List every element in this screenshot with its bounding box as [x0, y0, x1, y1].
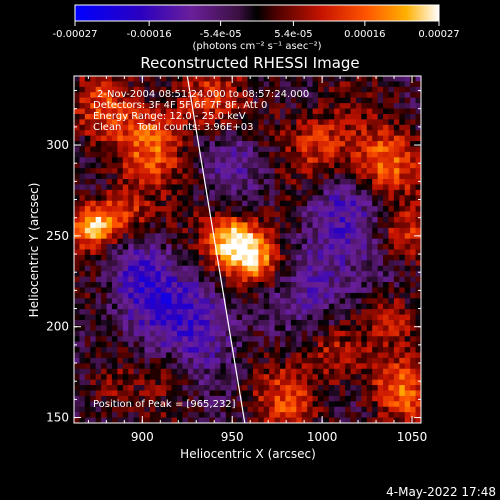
plot-frame: [73, 75, 422, 424]
colorbar-tick-label: -5.4e-05: [200, 29, 242, 40]
colorbar-tick-label: 5.4e-05: [274, 29, 312, 40]
info-line-time: 2-Nov-2004 08:51:24.000 to 08:57:24.000: [97, 89, 309, 100]
y-tick-label: 200: [46, 320, 69, 334]
colorbar-unit-label: (photons cm⁻² s⁻¹ asec⁻²): [192, 41, 321, 52]
x-tick-label: 900: [131, 430, 154, 444]
info-line-clean: Clean Total counts: 3.96E+03: [93, 122, 253, 133]
observation-info: 2-Nov-2004 08:51:24.000 to 08:57:24.000 …: [93, 89, 309, 133]
colorbar-tick-label: -0.00016: [127, 29, 172, 40]
x-tick-label: 950: [221, 430, 244, 444]
colorbar-tick-label: -0.00027: [53, 29, 98, 40]
colorbar-ticks: -0.00027 -0.00016 -5.4e-05 5.4e-05 0.00016 0.…: [53, 21, 460, 40]
chart-title: Reconstructed RHESSI Image: [140, 54, 359, 72]
y-tick-label: 300: [46, 138, 69, 152]
footer-timestamp: 4-May-2022 17:48: [386, 485, 496, 499]
peak-position-label: Position of Peak = [965,232]: [93, 399, 236, 410]
solar-limb-line: [186, 76, 246, 423]
info-line-detectors: Detectors: 3F 4F 5F 6F 7F 8F, Att 0: [93, 100, 267, 111]
info-line-energy: Energy Range: 12.0 - 25.0 keV: [93, 111, 246, 122]
x-tick-label: 1050: [397, 430, 428, 444]
axis-ticks: 900 950 1000 1050 150 200 250 300: [46, 76, 427, 444]
y-axis-label: Heliocentric Y (arcsec): [27, 183, 41, 318]
x-tick-label: 1000: [307, 430, 338, 444]
x-axis-label: Heliocentric X (arcsec): [180, 447, 316, 461]
plot-area: 900 950 1000 1050 150 200 250 300 2-Nov-2004 08…: [46, 75, 427, 444]
heatmap-image: [74, 76, 421, 423]
colorbar-tick-label: 0.00016: [344, 29, 385, 40]
colorbar: [74, 4, 440, 22]
y-tick-label: 250: [46, 229, 69, 243]
colorbar-tick-label: 0.00027: [418, 29, 459, 40]
y-tick-label: 150: [46, 411, 69, 425]
